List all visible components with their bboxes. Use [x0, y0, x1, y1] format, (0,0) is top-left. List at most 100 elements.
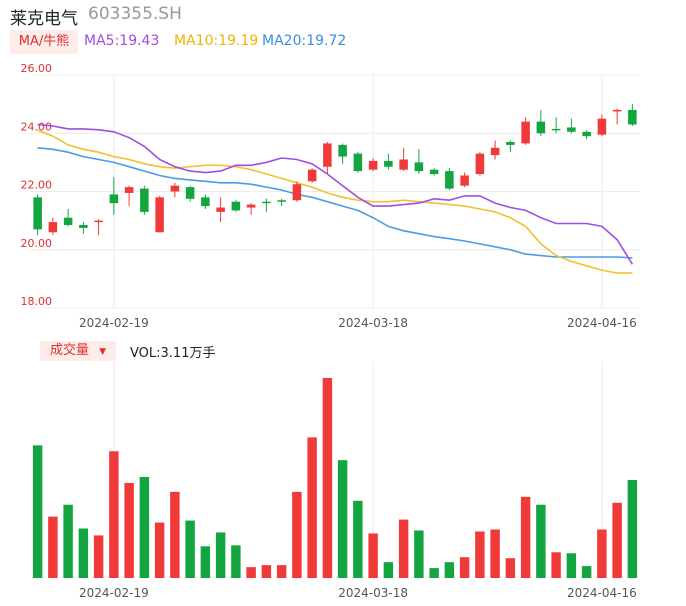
candle-body	[506, 141, 515, 145]
candle-body	[414, 162, 424, 172]
volume-bar	[322, 378, 333, 578]
candle-body	[216, 207, 225, 212]
volume-bar	[170, 491, 180, 578]
candle-body	[231, 201, 241, 211]
candle-body	[384, 160, 393, 167]
volume-bar	[32, 445, 43, 578]
ma20-value: MA20:19.72	[262, 33, 347, 49]
candle-body	[429, 169, 439, 175]
price-y-tick-label: 22.00	[21, 179, 53, 192]
volume-bar	[231, 545, 241, 578]
volume-bar	[78, 528, 89, 578]
volume-bar	[627, 479, 638, 578]
candle-body	[246, 204, 256, 208]
volume-bar	[505, 558, 516, 578]
stock-name: 莱克电气	[10, 9, 78, 29]
volume-bar	[444, 562, 455, 578]
price-x-tick-label: 2024-02-19	[79, 316, 149, 330]
candle-body	[292, 184, 302, 201]
candle-body	[582, 131, 591, 137]
volume-bar	[368, 533, 378, 578]
stock-code: 603355.SH	[88, 4, 182, 24]
volume-bar	[459, 557, 470, 578]
ma5-line	[37, 123, 634, 265]
candle-body	[490, 147, 500, 156]
volume-bar	[414, 530, 424, 578]
candle-body	[277, 200, 286, 202]
ma10-value: MA10:19.19	[174, 33, 259, 49]
candle-body	[201, 197, 210, 207]
volume-x-tick-label: 2024-03-18	[338, 586, 408, 600]
candle-body	[307, 169, 317, 182]
ma20-line	[37, 147, 633, 259]
volume-bar	[581, 566, 592, 578]
price-x-tick-label: 2024-03-18	[338, 316, 408, 330]
price-y-tick-label: 20.00	[21, 237, 53, 250]
candle-body	[551, 128, 561, 131]
candle-body	[33, 197, 42, 230]
candle-body	[612, 109, 622, 112]
candle-body	[368, 160, 378, 170]
volume-bar	[612, 502, 622, 578]
candle-body	[323, 143, 332, 167]
volume-button-label: 成交量	[50, 343, 90, 358]
candle-body	[94, 220, 103, 223]
price-y-tick-label: 24.00	[21, 120, 53, 133]
volume-bar	[429, 568, 439, 578]
price-y-tick-label: 18.00	[21, 295, 53, 308]
candle-body	[536, 121, 546, 134]
candle-body	[48, 222, 58, 233]
volume-x-tick-label: 2024-02-19	[79, 586, 149, 600]
volume-bar	[566, 553, 577, 578]
candle-body	[521, 121, 530, 144]
volume-bar	[337, 460, 348, 578]
volume-bar	[63, 504, 73, 578]
volume-bar	[154, 522, 165, 578]
candle-body	[353, 153, 363, 172]
volume-bar	[383, 562, 394, 578]
volume-bar	[48, 516, 58, 578]
volume-bar	[139, 477, 150, 578]
ma-indicator-button[interactable]: MA/牛熊	[10, 30, 78, 54]
candle-body	[597, 118, 607, 135]
volume-bar	[215, 532, 226, 578]
candle-body	[185, 187, 195, 199]
ma5-value: MA5:19.43	[84, 33, 160, 49]
volume-bar	[185, 520, 195, 578]
volume-bar	[124, 482, 134, 578]
candle-body	[460, 175, 469, 186]
candle-body	[124, 187, 134, 193]
volume-bar	[307, 437, 317, 578]
dropdown-caret-icon: ▼	[99, 347, 107, 357]
candle-body	[628, 109, 637, 125]
volume-bar	[200, 546, 211, 578]
volume-x-tick-label: 2024-04-16	[567, 586, 637, 600]
volume-bar	[246, 567, 256, 578]
candle-body	[140, 188, 149, 212]
volume-indicator-button[interactable]: 成交量 ▼	[40, 341, 116, 361]
candle-body	[475, 153, 485, 175]
candle-body	[445, 171, 454, 189]
volume-bar	[551, 552, 561, 578]
candle-body	[79, 224, 88, 228]
volume-bar	[490, 529, 500, 578]
volume-value: VOL:3.11万手	[130, 346, 216, 361]
candle-body	[63, 217, 73, 225]
candle-body	[155, 197, 164, 233]
volume-bar	[597, 529, 607, 578]
candle-body	[399, 159, 408, 170]
price-x-tick-label: 2024-04-16	[567, 316, 637, 330]
volume-bar	[398, 519, 409, 578]
candle-body	[338, 144, 347, 157]
volume-bar	[109, 451, 119, 578]
volume-bar	[475, 531, 485, 578]
volume-bar	[93, 535, 104, 578]
volume-bar	[292, 491, 302, 578]
candle-body	[170, 185, 180, 192]
volume-bar	[276, 565, 287, 578]
volume-bar	[520, 496, 531, 578]
volume-bar	[536, 504, 546, 578]
candle-body	[567, 127, 576, 132]
volume-bar	[353, 500, 363, 578]
